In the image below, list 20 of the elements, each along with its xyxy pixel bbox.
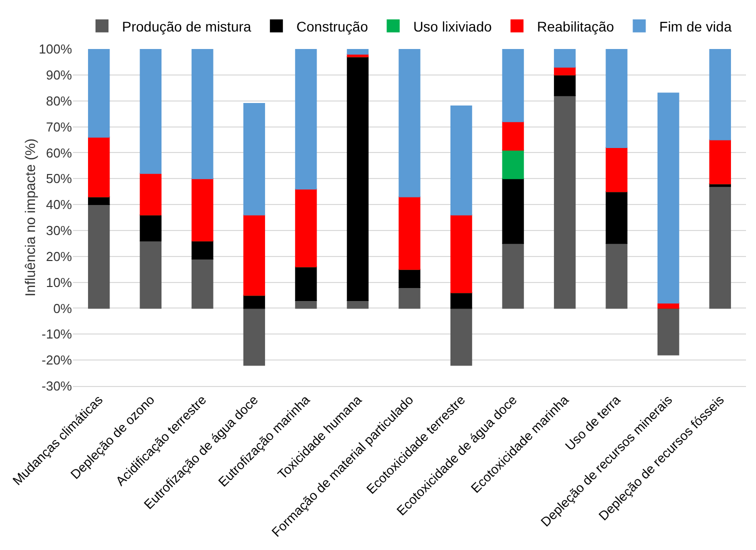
y-tick-label: 40%: [46, 197, 72, 212]
y-tick-label: 100%: [38, 42, 72, 57]
legend-label: Produção de mistura: [122, 18, 252, 34]
y-tick-label: -10%: [42, 326, 72, 342]
y-tick-label: 50%: [46, 171, 72, 186]
legend-label: Reabilitação: [537, 18, 614, 34]
legend-label: Fim de vida: [659, 18, 732, 34]
y-tick-label: 30%: [46, 223, 72, 238]
y-tick-label: 10%: [46, 274, 72, 290]
y-tick-label: -30%: [42, 378, 72, 394]
y-tick-label: 70%: [46, 119, 72, 134]
y-tick-label: 90%: [46, 67, 72, 82]
y-tick-label: -20%: [42, 352, 72, 368]
y-tick-label: 0%: [53, 300, 72, 316]
y-tick-label: 80%: [46, 93, 72, 108]
y-axis-title: Influência no impacte (%): [22, 138, 38, 296]
legend-label: Uso lixiviado: [413, 18, 492, 34]
legend-label: Construção: [296, 18, 368, 34]
y-tick-label: 60%: [46, 145, 72, 160]
y-tick-label: 20%: [46, 248, 72, 264]
